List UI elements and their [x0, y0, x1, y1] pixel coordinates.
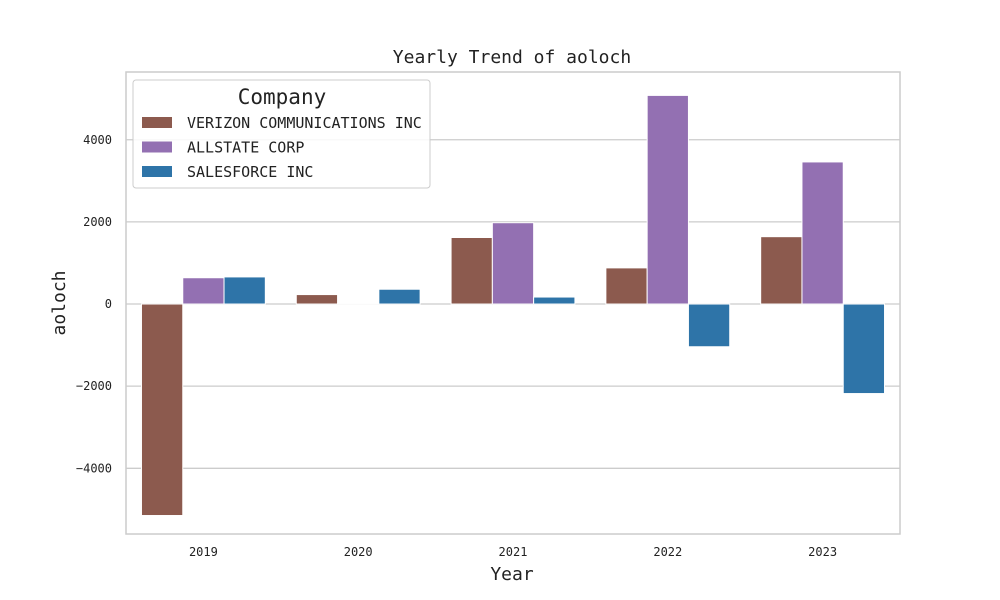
chart-title: Yearly Trend of aoloch	[393, 47, 631, 68]
bar	[646, 94, 689, 305]
bar	[337, 303, 380, 305]
x-tick-label: 2022	[653, 545, 682, 559]
y-axis-label: aoloch	[49, 270, 70, 335]
x-tick-label: 2020	[344, 545, 373, 559]
legend-items: VERIZON COMMUNICATIONS INC ALLSTATE CORP S…	[142, 114, 422, 181]
x-tick-label: 2019	[189, 545, 218, 559]
bar	[140, 303, 184, 517]
axis-ticks: −4000 −2000 0 2000 4000 2019 2020 2021 2022 2023	[76, 133, 837, 559]
x-axis-label: Year	[490, 564, 534, 585]
y-tick-label: 4000	[83, 133, 112, 147]
legend-label: ALLSTATE CORP	[187, 139, 304, 157]
bar	[378, 288, 421, 305]
legend-swatch	[142, 166, 172, 177]
bar	[223, 276, 266, 305]
x-tick-label: 2021	[499, 545, 528, 559]
bar	[687, 303, 731, 348]
bars	[140, 94, 886, 517]
legend-label: VERIZON COMMUNICATIONS INC	[187, 114, 422, 132]
y-tick-label: 2000	[83, 215, 112, 229]
bar	[491, 222, 535, 305]
bar	[801, 161, 844, 305]
x-tick-label: 2023	[808, 545, 837, 559]
legend: Company VERIZON COMMUNICATIONS INC ALLSTA…	[132, 79, 431, 189]
legend-swatch	[142, 117, 172, 128]
bar	[450, 236, 493, 305]
legend-title: Company	[238, 85, 327, 109]
y-tick-label: −2000	[76, 379, 112, 393]
bar	[605, 267, 648, 305]
bar	[760, 236, 803, 305]
legend-label: SALESFORCE INC	[187, 163, 313, 181]
y-tick-label: −4000	[76, 461, 112, 475]
bar	[533, 296, 576, 305]
bar	[295, 294, 339, 305]
legend-swatch	[142, 141, 172, 153]
legend-box	[132, 79, 431, 189]
bar	[182, 277, 225, 305]
y-tick-label: 0	[105, 297, 112, 311]
bar	[842, 303, 886, 395]
